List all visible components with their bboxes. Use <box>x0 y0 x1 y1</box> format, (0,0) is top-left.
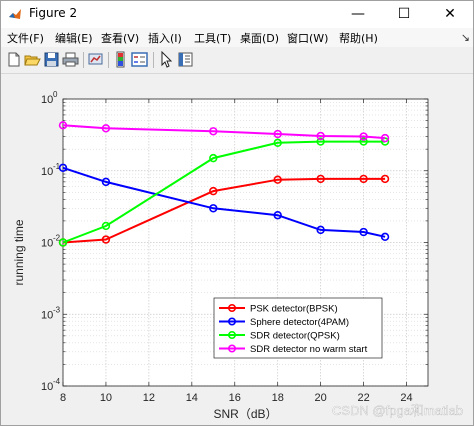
toolbar-separator <box>83 52 84 68</box>
open-file-icon[interactable] <box>24 51 41 68</box>
x-tick-label: 20 <box>315 392 327 404</box>
y-tick-exponent: -4 <box>53 377 61 386</box>
data-point <box>380 174 390 184</box>
series-line <box>62 124 386 140</box>
close-button[interactable]: ✕ <box>427 1 473 28</box>
x-tick-label: 14 <box>186 392 198 404</box>
close-icon: ✕ <box>444 6 456 22</box>
data-point <box>58 163 68 172</box>
data-point <box>316 225 325 235</box>
menu-insert[interactable]: 插入(I) <box>148 32 182 45</box>
menu-edit[interactable]: 编辑(E) <box>55 32 93 45</box>
link-plot-icon[interactable] <box>87 51 104 68</box>
data-point <box>273 175 282 184</box>
property-inspector-icon[interactable] <box>177 51 194 68</box>
legend[interactable]: PSK detector(BPSK) Sphere detector(4PAM) S… <box>213 297 383 359</box>
menu-bar: 文件(F) 编辑(E) 查看(V) 插入(I) 工具(T) 桌面(D) 窗口(W… <box>1 28 473 47</box>
toolbar-separator <box>153 52 154 68</box>
data-point <box>273 138 282 148</box>
y-tick-exponent: 0 <box>53 90 58 99</box>
print-icon[interactable] <box>62 51 79 68</box>
menu-tools[interactable]: 工具(T) <box>194 32 232 45</box>
x-tick-label: 24 <box>400 392 412 404</box>
figure-toolbar <box>1 47 473 74</box>
menu-view[interactable]: 查看(V) <box>101 32 140 45</box>
data-point <box>101 177 111 187</box>
colorbar-icon[interactable] <box>112 51 129 68</box>
data-point <box>101 235 111 244</box>
y-tick-exponent: -2 <box>53 234 61 243</box>
x-tick-label: 18 <box>272 392 284 404</box>
maximize-icon: ☐ <box>397 6 411 22</box>
legend-swatch-marker <box>228 304 237 313</box>
data-point <box>273 211 282 220</box>
y-tick-label: 10 <box>41 381 53 393</box>
legend-swatch-marker <box>228 317 237 326</box>
chart: 10 010 -110 -210 -310 -48 10 12 14 16 18 20 22 24 SNR… <box>12 90 463 421</box>
legend-entry-label: SDR detector no warm start <box>250 344 368 355</box>
toolbar-separator <box>108 52 109 68</box>
window-title: Figure 2 <box>29 6 78 20</box>
data-point <box>209 186 218 196</box>
data-point <box>380 232 390 242</box>
y-tick-label: 10 <box>41 309 53 321</box>
data-point <box>380 133 390 143</box>
edit-plot-icon[interactable] <box>158 51 175 68</box>
x-tick-label: 22 <box>357 392 369 404</box>
menu-file[interactable]: 文件(F) <box>7 32 44 45</box>
data-point <box>359 227 368 237</box>
data-point <box>209 153 218 163</box>
series-line <box>62 177 386 244</box>
legend-icon[interactable] <box>131 51 148 68</box>
watermark: CSDN @fpga和matlab <box>332 403 463 418</box>
new-figure-icon[interactable] <box>5 51 22 68</box>
data-point <box>359 174 368 184</box>
data-point <box>273 129 282 139</box>
save-icon[interactable] <box>43 51 60 68</box>
legend-entry-label: SDR detector(QPSK) <box>250 331 340 342</box>
data-point <box>58 238 68 247</box>
minimize-icon: — <box>351 6 365 22</box>
data-point <box>316 137 325 146</box>
y-axis-label: running time <box>12 219 26 285</box>
minimize-button[interactable]: — <box>335 1 381 28</box>
menu-help[interactable]: 帮助(H) <box>339 32 378 45</box>
x-tick-label: 12 <box>143 392 155 404</box>
series-line <box>62 166 386 238</box>
minor-grid <box>63 101 428 365</box>
x-axis-label: SNR（dB） <box>213 407 277 421</box>
x-tick-label: 16 <box>229 392 241 404</box>
menu-expand-icon[interactable]: ↘ <box>460 31 470 44</box>
legend-swatch-marker <box>228 330 237 339</box>
data-point <box>101 221 111 231</box>
legend-entry-label: PSK detector(BPSK) <box>250 304 338 315</box>
y-tick-label: 10 <box>41 166 53 178</box>
y-tick-exponent: -1 <box>53 162 61 171</box>
menu-desktop[interactable]: 桌面(D) <box>240 32 280 45</box>
y-tick-label: 10 <box>41 238 53 250</box>
data-point <box>209 127 218 136</box>
data-point <box>316 174 325 184</box>
data-point <box>359 137 368 146</box>
menu-window[interactable]: 窗口(W) <box>287 32 329 45</box>
y-tick-exponent: -3 <box>53 305 61 314</box>
series-line <box>62 140 386 244</box>
axis-ticks: 10 010 -110 -210 -310 -48 10 12 14 16 18 20 22 24 <box>41 90 428 404</box>
legend-entry-label: Sphere detector(4PAM) <box>250 317 349 328</box>
x-tick-label: 10 <box>100 392 112 404</box>
figure-canvas: 10 0 10 -1 10 -2 10 -3 10 -4 8 10 12 14 16 18 20 22 24 SNR… <box>1 74 473 425</box>
data-point <box>101 124 111 133</box>
maximize-button[interactable]: ☐ <box>381 1 427 28</box>
x-tick-label: 8 <box>60 392 66 404</box>
series-group <box>58 121 390 247</box>
y-tick-label: 10 <box>41 94 53 106</box>
data-point <box>359 132 368 141</box>
data-point <box>209 204 218 213</box>
legend-swatch-marker <box>228 344 237 353</box>
data-point <box>316 131 325 141</box>
title-bar[interactable]: Figure 2 — ☐ ✕ <box>1 1 473 28</box>
matlab-app-icon <box>9 9 21 19</box>
data-point <box>58 121 68 130</box>
